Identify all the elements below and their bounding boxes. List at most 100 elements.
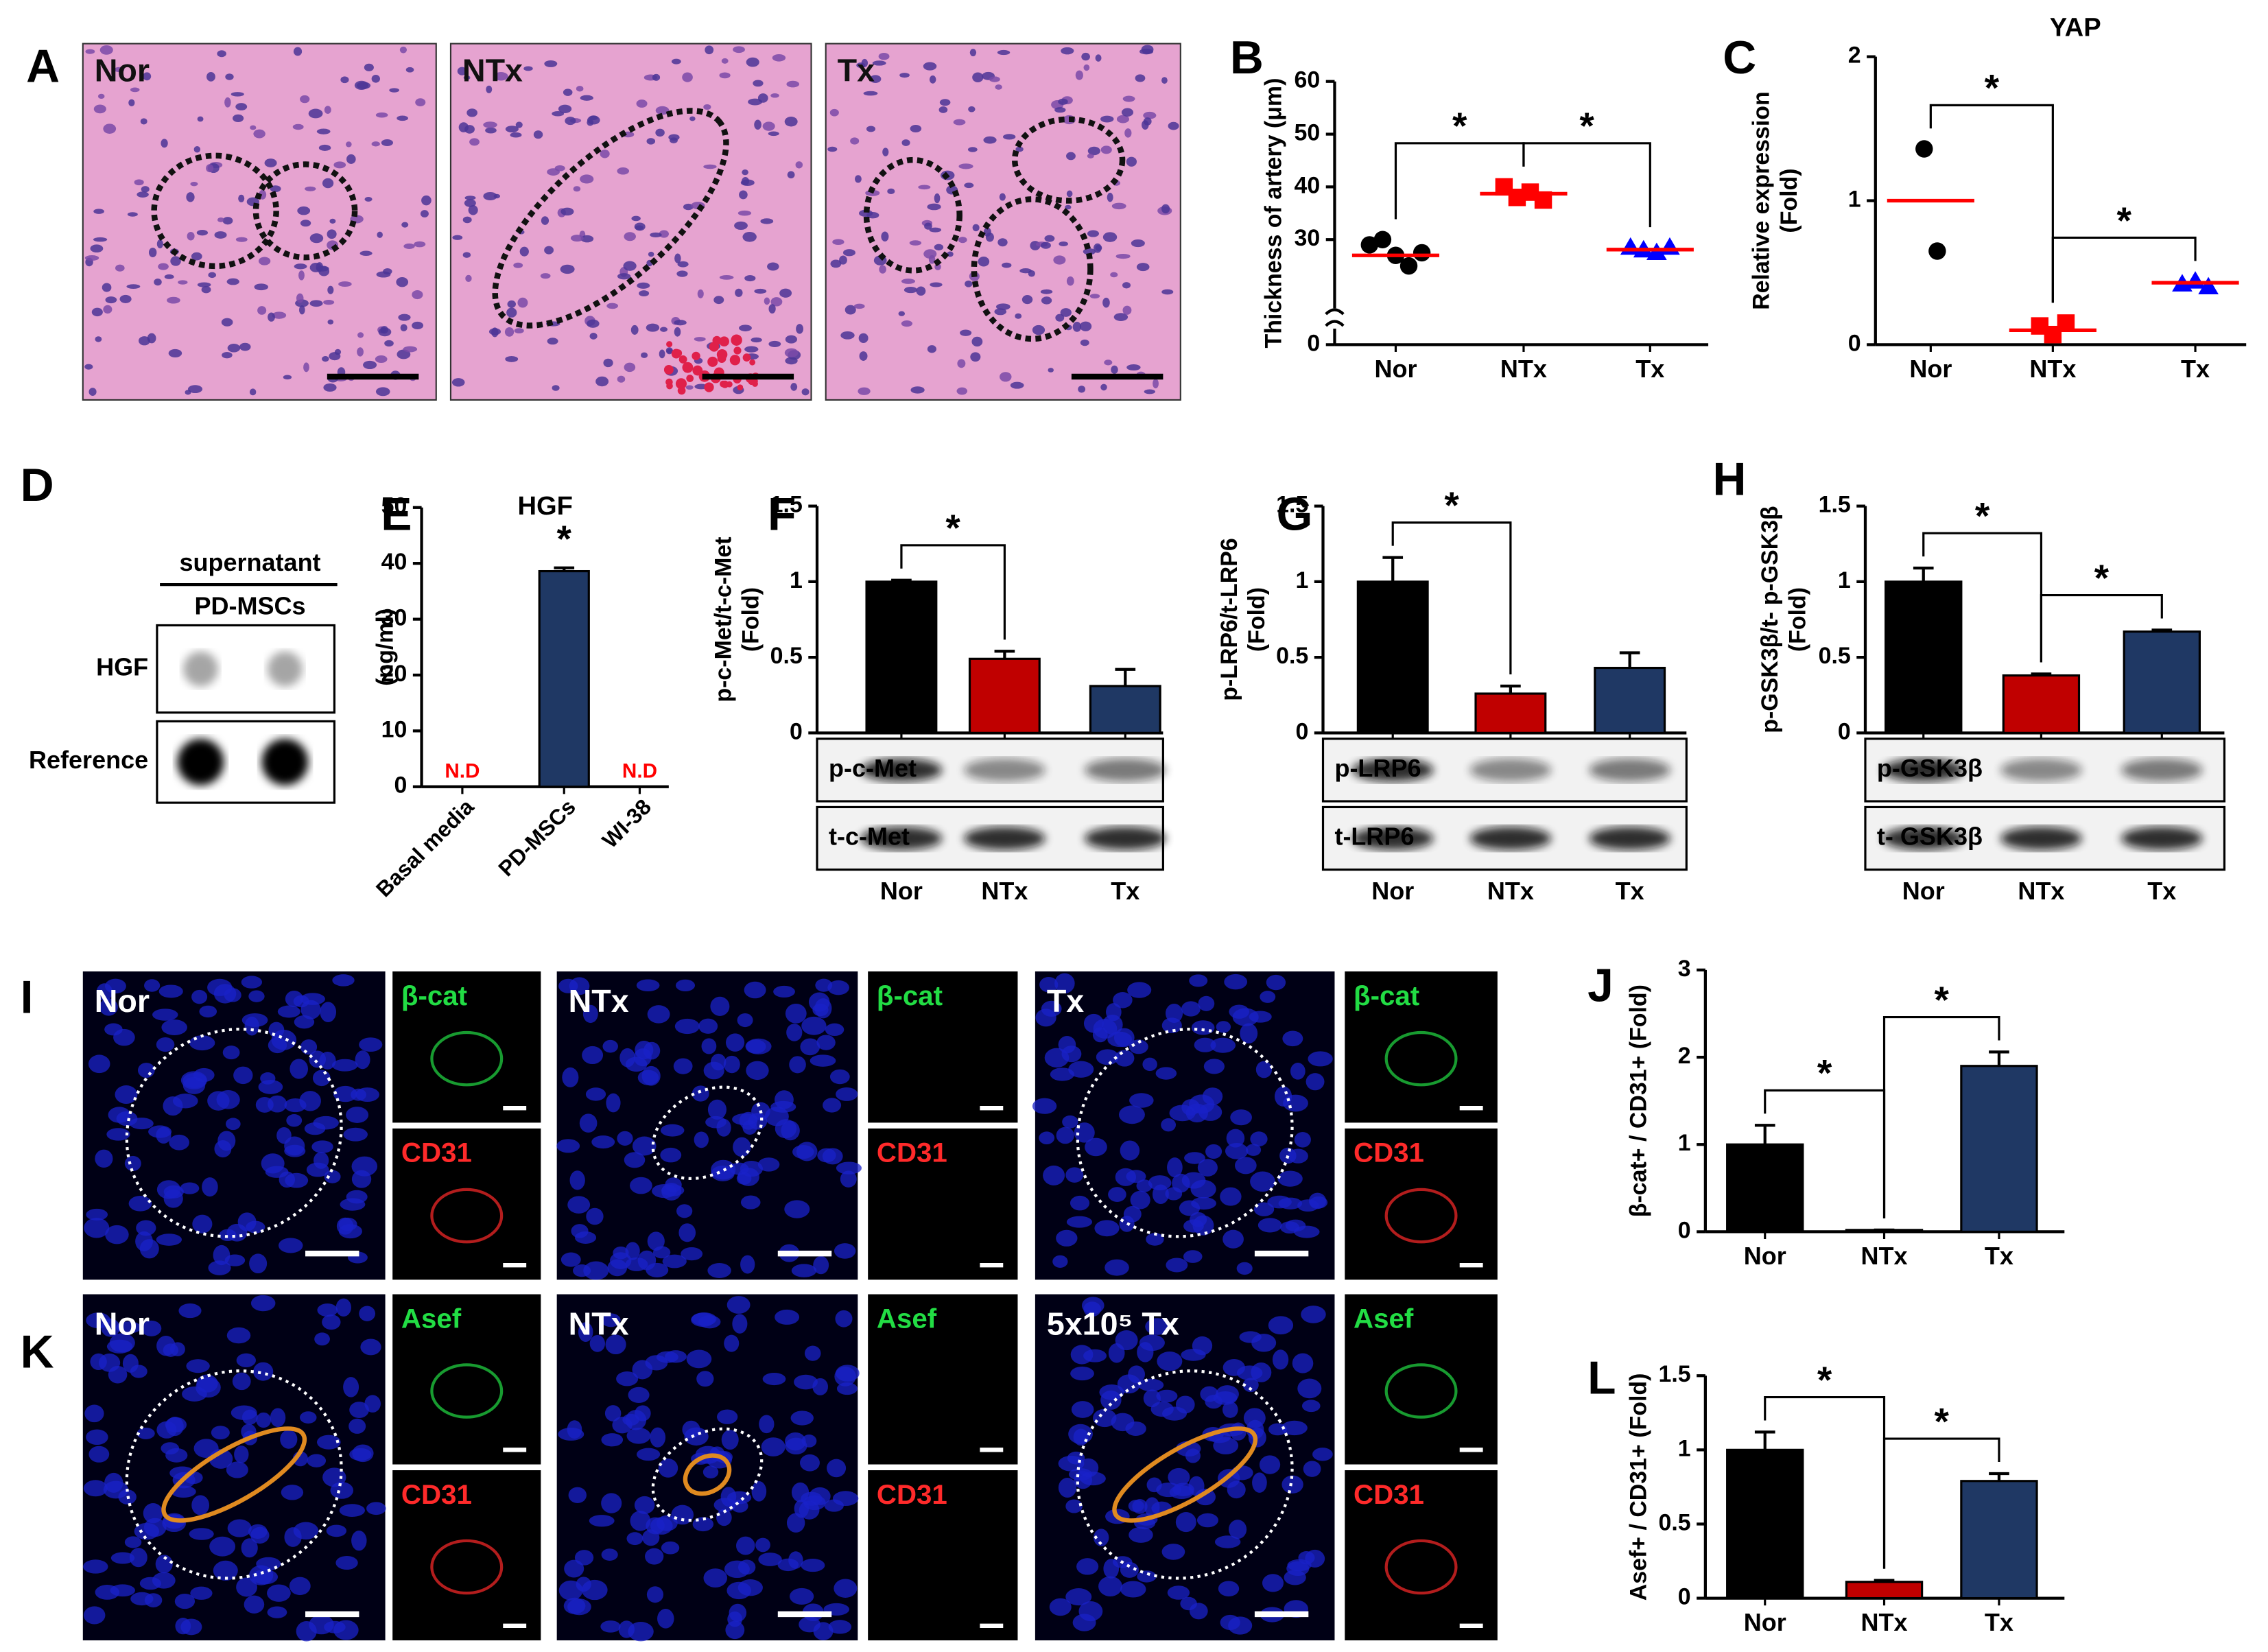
dapi-nucleus	[578, 1322, 593, 1343]
nucleus	[1010, 381, 1024, 389]
nucleus	[929, 227, 942, 233]
dapi-nucleus	[1210, 1037, 1236, 1053]
dapi-nucleus	[789, 1056, 806, 1074]
bar	[1726, 1143, 1804, 1233]
nucleus	[967, 147, 978, 152]
blot-label: t- GSK3β	[1877, 823, 1983, 851]
nucleus	[1044, 235, 1055, 242]
nucleus	[451, 378, 465, 387]
dapi-nucleus	[1128, 1365, 1146, 1384]
nucleus	[403, 243, 415, 249]
x-tick-label: Tx	[1635, 355, 1664, 383]
y-tick-label: 0	[1678, 1584, 1691, 1610]
dapi-nucleus	[1115, 1050, 1135, 1067]
nucleus	[909, 240, 922, 246]
nucleus	[412, 321, 424, 330]
dapi-nucleus	[701, 1038, 717, 1054]
dapi-nucleus	[602, 1039, 618, 1053]
nucleus	[463, 75, 471, 80]
dapi-nucleus	[307, 1454, 327, 1467]
dapi-nucleus	[630, 1511, 651, 1531]
nucleus	[258, 257, 271, 266]
dapi-nucleus	[226, 1327, 251, 1344]
nucleus	[272, 311, 287, 319]
dapi-nucleus	[785, 1003, 807, 1024]
dapi-nucleus	[1246, 1144, 1262, 1156]
dapi-nucleus	[636, 979, 660, 992]
nucleus	[103, 123, 117, 134]
dapi-nucleus	[1257, 1218, 1282, 1233]
dapi-nucleus	[284, 1144, 306, 1157]
dapi-nucleus	[1058, 1035, 1076, 1054]
dapi-nucleus	[1194, 1037, 1216, 1052]
nucleus	[910, 386, 925, 394]
nucleus	[960, 329, 972, 336]
dapi-nucleus	[799, 1454, 820, 1472]
nucleus	[114, 67, 125, 73]
dapi-nucleus	[1068, 1061, 1094, 1078]
nucleus	[1100, 384, 1107, 391]
error-bar	[1913, 566, 1934, 582]
dapi-nucleus	[825, 1023, 844, 1037]
dapi-nucleus	[1189, 1603, 1208, 1620]
nucleus	[323, 300, 335, 305]
nucleus	[268, 312, 275, 322]
nucleus	[519, 246, 529, 257]
nucleus	[840, 331, 855, 340]
dapi-nucleus	[725, 1033, 745, 1052]
dapi-nucleus	[83, 1606, 106, 1625]
data-point	[2185, 271, 2206, 289]
nucleus	[513, 262, 523, 268]
panel-letter: J	[1587, 960, 1614, 1011]
dapi-nucleus	[836, 1087, 858, 1101]
nucleus	[226, 278, 239, 285]
nucleus	[84, 364, 93, 370]
nucleus	[983, 227, 991, 237]
dapi-nucleus	[244, 1595, 265, 1614]
nucleus	[412, 290, 423, 300]
dapi-nucleus	[115, 1085, 138, 1104]
error-bar	[1754, 1124, 1775, 1145]
dapi-nucleus	[582, 1004, 598, 1024]
dapi-nucleus	[104, 978, 126, 994]
dapi-nucleus	[284, 1527, 302, 1547]
dapi-nucleus	[136, 1220, 156, 1236]
blot-band	[860, 827, 943, 850]
dapi-nucleus	[141, 1320, 162, 1336]
dapi-nucleus	[1184, 1152, 1205, 1164]
nucleus	[517, 297, 528, 308]
dapi-nucleus	[635, 1040, 654, 1060]
dapi-nucleus	[192, 1214, 213, 1234]
nucleus	[671, 58, 681, 64]
dapi-nucleus	[605, 1334, 626, 1355]
panel-letter: A	[26, 41, 60, 93]
dapi-nucleus	[1129, 1093, 1154, 1108]
dapi-nucleus	[105, 1225, 129, 1244]
nucleus	[910, 124, 922, 133]
nucleus	[801, 388, 810, 396]
dapi-nucleus	[647, 1231, 665, 1251]
nucleus	[222, 351, 233, 359]
dapi-nucleus	[359, 1037, 383, 1052]
nucleus	[636, 99, 648, 108]
dapi-nucleus	[727, 1581, 752, 1600]
nucleus	[119, 294, 132, 303]
nucleus	[377, 231, 383, 238]
nucleus	[292, 123, 304, 130]
nucleus	[978, 256, 990, 267]
nucleus	[187, 231, 195, 241]
nucleus	[327, 229, 337, 239]
nucleus	[375, 387, 390, 397]
nucleus	[1161, 204, 1170, 214]
nucleus	[677, 261, 689, 268]
dapi-nucleus	[286, 1114, 303, 1127]
y-tick-label: 1.5	[1659, 1361, 1691, 1387]
dapi-nucleus	[317, 1303, 338, 1317]
dapi-nucleus	[751, 1481, 767, 1502]
nucleus	[1136, 263, 1150, 272]
array-spot	[183, 651, 218, 687]
dapi-nucleus	[1165, 1003, 1183, 1024]
dapi-nucleus	[686, 1349, 712, 1369]
nucleus	[505, 126, 519, 133]
nucleus	[1161, 289, 1174, 295]
